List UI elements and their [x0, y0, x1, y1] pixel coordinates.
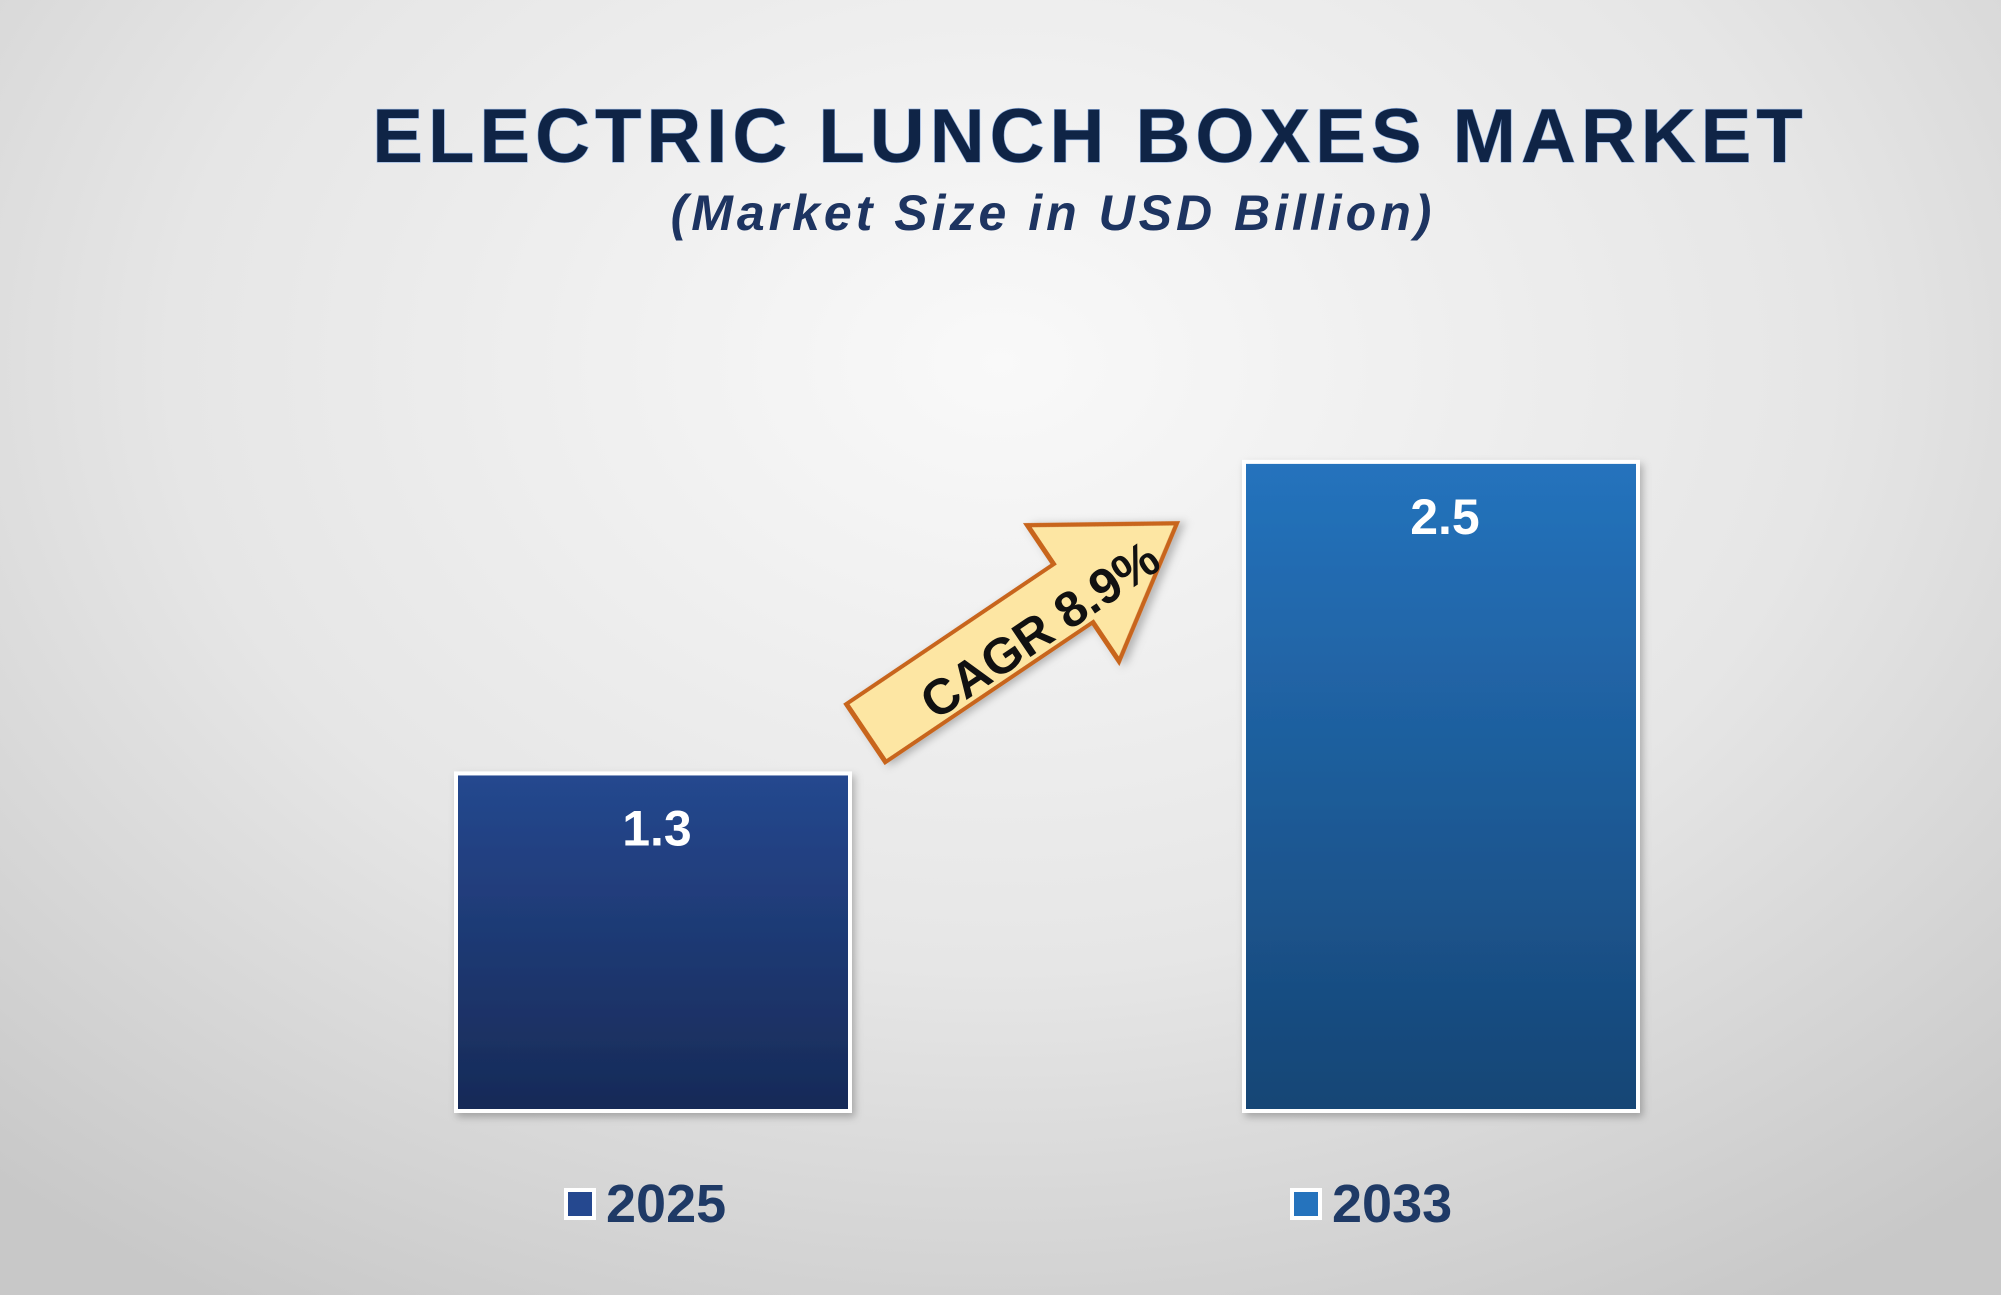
legend-marker-2033 [1290, 1188, 1322, 1220]
bar-value-label-2033: 2.5 [1410, 489, 1480, 545]
bar-2025 [454, 771, 852, 1113]
cagr-arrow [843, 521, 1181, 766]
cagr-annotation: CAGR 8.9% [843, 521, 1181, 766]
bars-group: 1.3 2.5 [454, 459, 1640, 1113]
chart-title: ELECTRIC LUNCH BOXES MARKET [372, 94, 1807, 179]
legend-marker-2025 [564, 1188, 596, 1220]
bar-2033 [1242, 459, 1640, 1113]
bar-value-label-2025: 1.3 [622, 800, 692, 856]
chart-subtitle: (Market Size in USD Billion) [671, 185, 1436, 241]
legend-label-2033: 2033 [1332, 1174, 1452, 1234]
legend-label-2025: 2025 [606, 1174, 726, 1234]
legend: 2025 2033 [564, 1174, 1452, 1234]
